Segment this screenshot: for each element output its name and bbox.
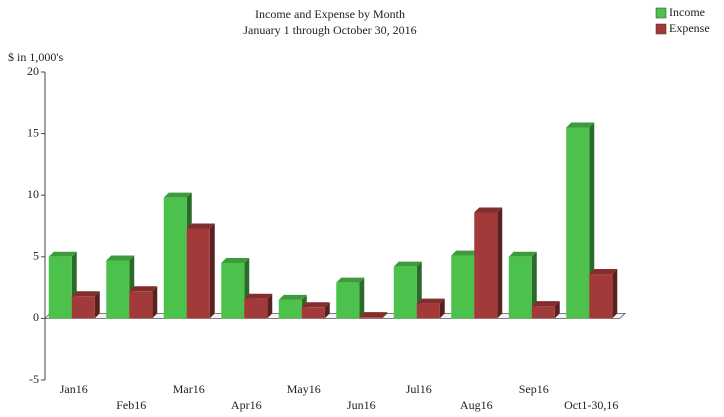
legend-label: Income xyxy=(669,5,705,19)
x-tick-label: Apr16 xyxy=(231,398,262,412)
bar-top xyxy=(129,286,158,292)
bar-top xyxy=(71,291,100,297)
y-tick-label: -5 xyxy=(29,372,39,386)
bar-side xyxy=(589,122,595,319)
bar xyxy=(278,299,302,319)
chart-subtitle: January 1 through October 30, 2016 xyxy=(243,23,416,37)
bar-top xyxy=(163,192,192,198)
legend-swatch xyxy=(655,7,667,19)
bar xyxy=(221,262,245,319)
bar-top xyxy=(359,312,388,318)
y-tick-label: 15 xyxy=(27,125,39,139)
bar xyxy=(531,306,555,319)
bar-top xyxy=(186,223,215,229)
x-tick-label: Jul16 xyxy=(406,382,432,396)
bar xyxy=(566,127,590,319)
bar xyxy=(71,296,95,319)
bar xyxy=(451,255,475,319)
bar xyxy=(163,197,187,319)
bar xyxy=(508,256,532,319)
bar-side xyxy=(94,291,100,319)
bar-side xyxy=(359,277,365,319)
bar-side xyxy=(209,223,215,319)
bar xyxy=(301,307,325,319)
bar-top xyxy=(393,261,422,267)
y-tick-label: 0 xyxy=(33,310,39,324)
y-tick-label: 20 xyxy=(27,64,39,78)
x-tick-label: Jan16 xyxy=(60,382,88,396)
bar-top xyxy=(451,250,480,256)
bar-top xyxy=(48,251,77,257)
x-tick-label: Mar16 xyxy=(173,382,205,396)
bar-side xyxy=(497,207,503,319)
bar xyxy=(474,212,498,319)
bar xyxy=(336,282,360,319)
bar-top xyxy=(301,302,330,308)
bar xyxy=(129,291,153,319)
bar-top xyxy=(416,298,445,304)
bar-side xyxy=(267,293,273,319)
bar-top xyxy=(508,251,537,257)
bar-side xyxy=(152,286,158,319)
bar-side xyxy=(554,301,560,319)
bar xyxy=(589,274,613,319)
bar-top xyxy=(336,277,365,283)
x-tick-label: Jun16 xyxy=(347,398,376,412)
bar-top xyxy=(589,269,618,275)
bar-top xyxy=(106,255,135,261)
bar xyxy=(48,256,72,319)
bar-side xyxy=(612,269,618,319)
x-tick-label: Aug16 xyxy=(460,398,493,412)
y-axis-label: $ in 1,000's xyxy=(8,50,63,64)
legend-label: Expense xyxy=(669,21,710,35)
x-tick-label: Feb16 xyxy=(116,398,146,412)
bar xyxy=(416,303,440,319)
bar-side xyxy=(531,251,537,319)
chart-title: Income and Expense by Month xyxy=(255,7,405,21)
y-tick-label: 5 xyxy=(33,249,39,263)
bar-side xyxy=(382,312,388,319)
y-tick-label: 10 xyxy=(27,187,39,201)
x-tick-label: Sep16 xyxy=(519,382,549,396)
bar-top xyxy=(531,301,560,307)
bar xyxy=(393,266,417,319)
bar-top xyxy=(221,257,250,263)
bar-side xyxy=(324,302,330,319)
bar-top xyxy=(244,293,273,299)
bar-top xyxy=(278,294,307,300)
bar-top xyxy=(474,207,503,213)
x-tick-label: Oct1-30,16 xyxy=(564,398,618,412)
bar xyxy=(106,260,130,319)
bar-top xyxy=(566,122,595,128)
bar xyxy=(244,298,268,319)
bar xyxy=(359,317,383,319)
legend-swatch xyxy=(655,23,667,35)
bar-side xyxy=(439,298,445,319)
bar xyxy=(186,228,210,319)
x-tick-label: May16 xyxy=(287,382,321,396)
